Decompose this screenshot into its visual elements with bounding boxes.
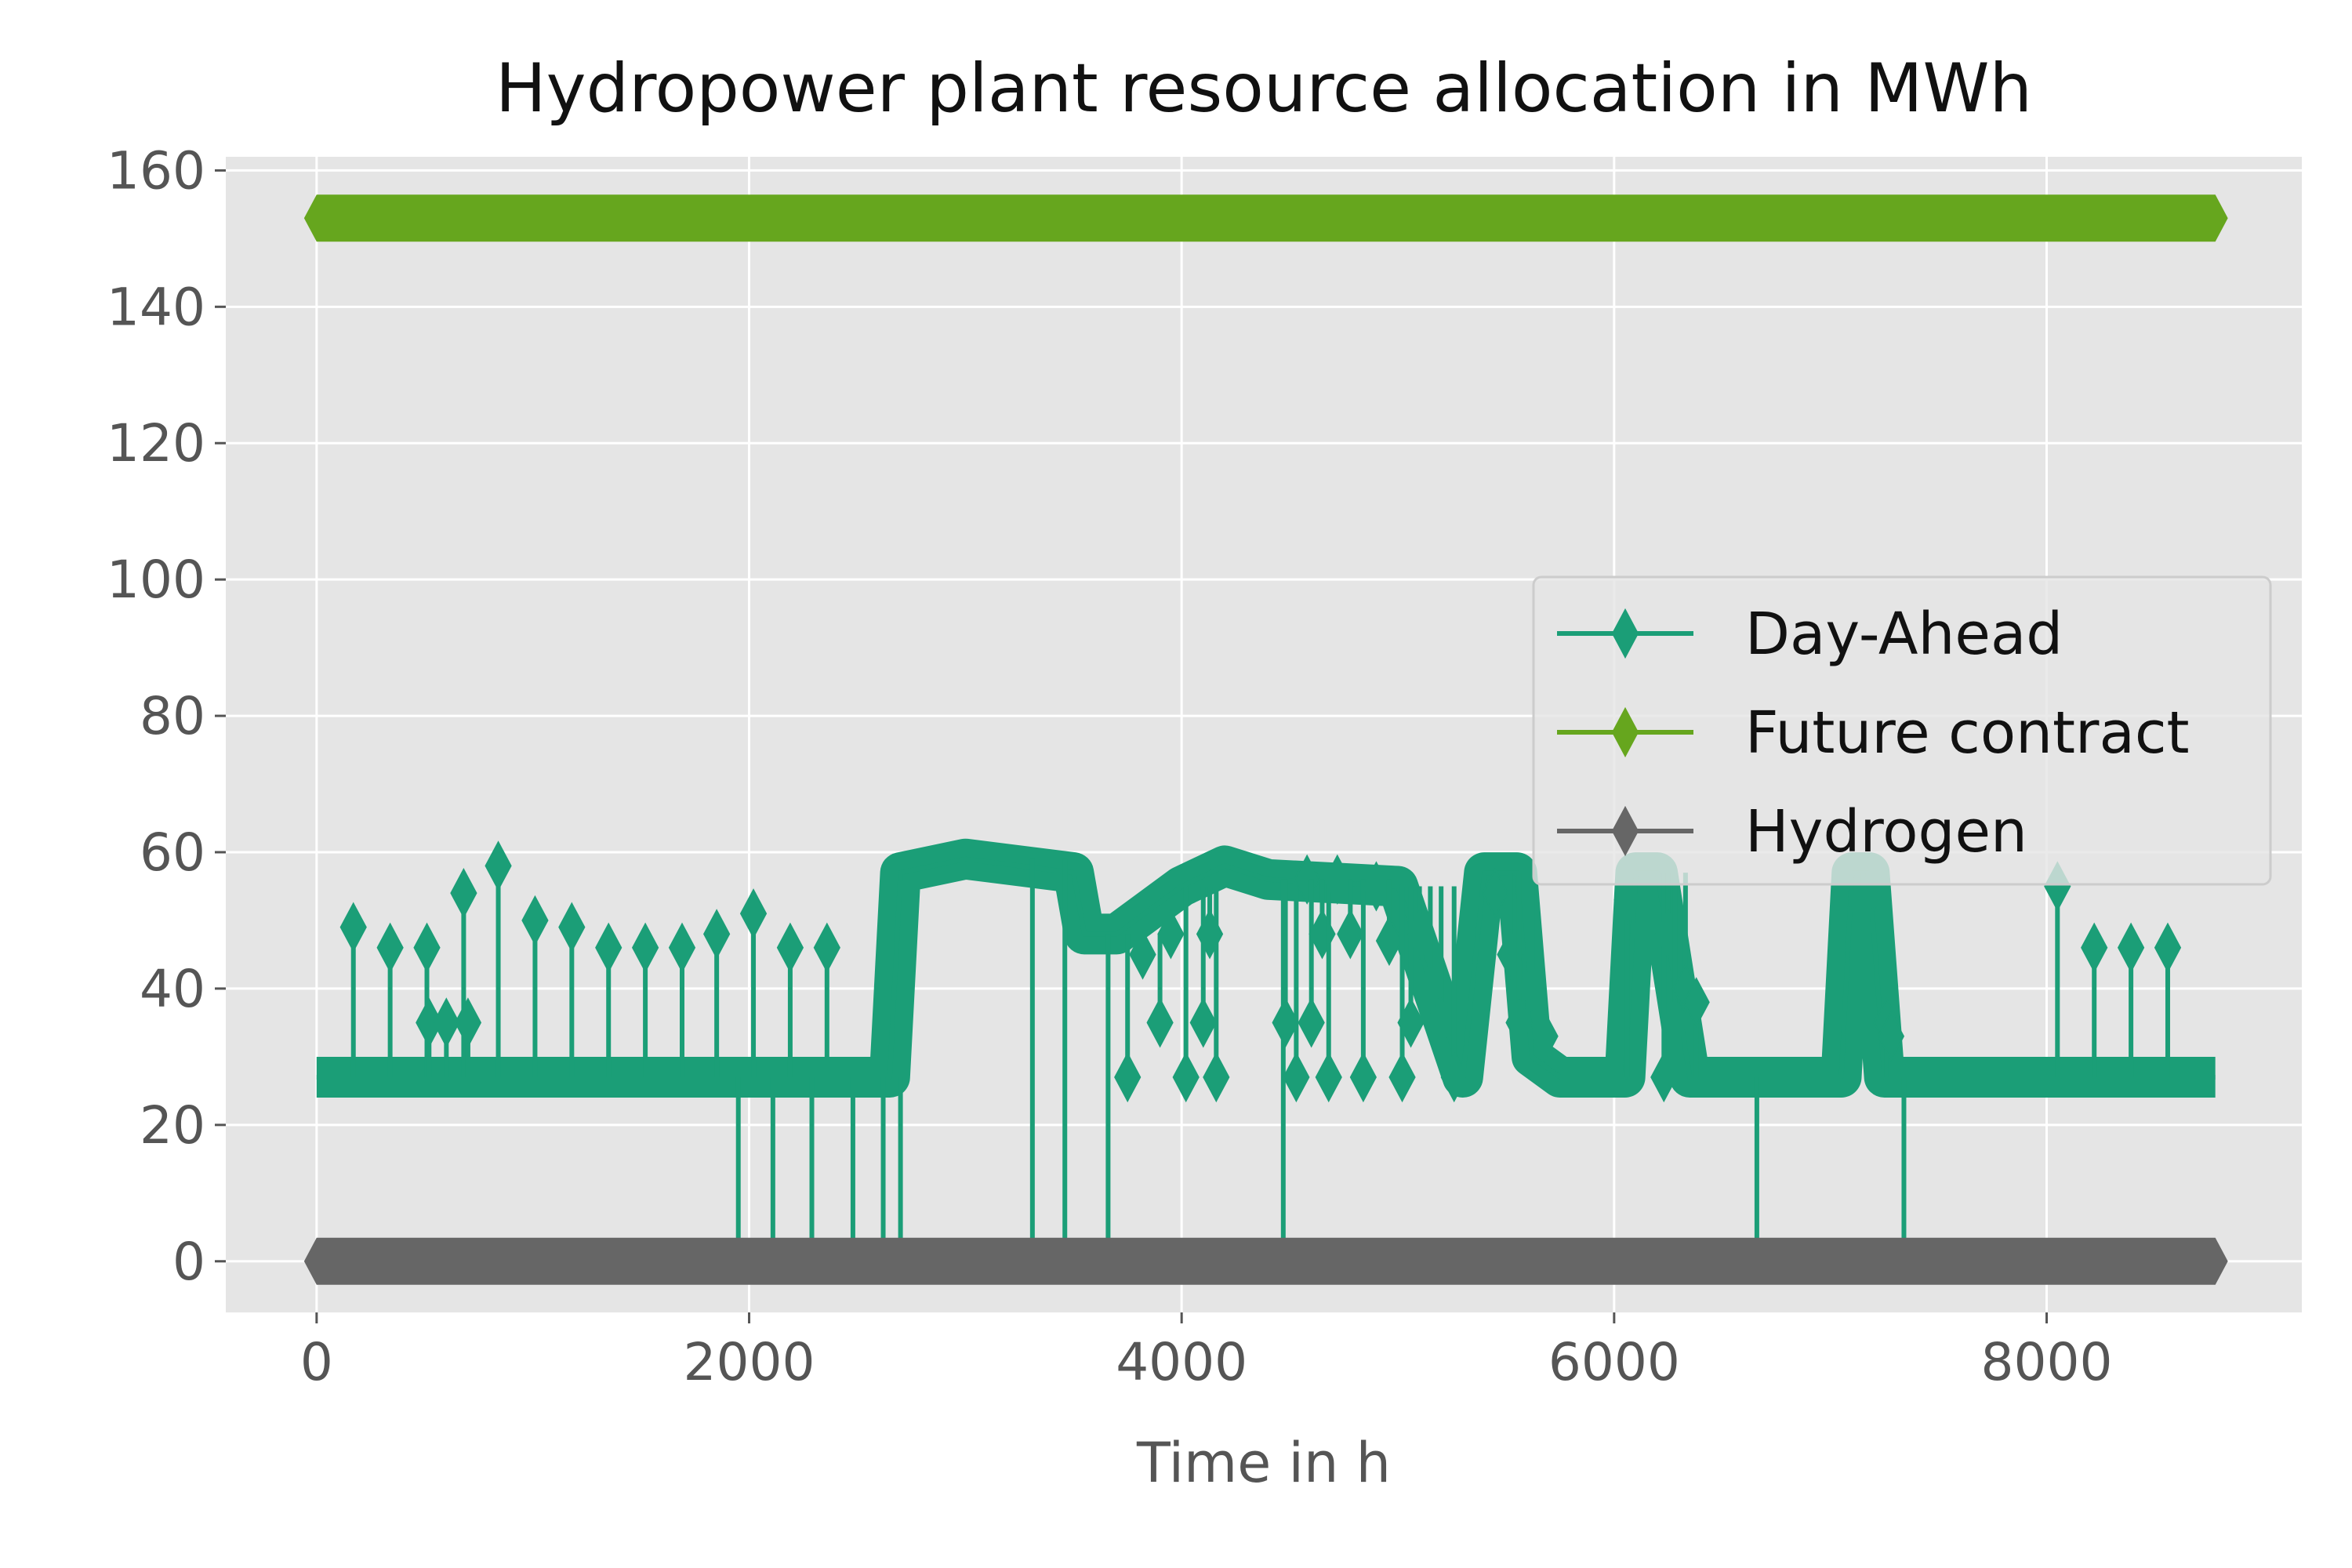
day-ahead-point (1440, 1051, 1468, 1103)
day-ahead-point (1363, 861, 1390, 912)
day-ahead-point (1172, 1051, 1200, 1103)
day-ahead-point (1482, 868, 1509, 919)
series-day-ahead (316, 838, 2216, 1261)
day-ahead-point (1613, 874, 1641, 926)
day-ahead-point (2117, 922, 2145, 973)
day-ahead-point (454, 997, 482, 1048)
day-ahead-point (1406, 909, 1433, 960)
day-ahead-point (1682, 977, 1710, 1028)
day-ahead-point (1272, 997, 1299, 1048)
day-ahead-point (433, 997, 460, 1048)
legend-label: Hydrogen (1745, 798, 2027, 866)
y-tick-label: 20 (140, 1095, 205, 1156)
legend-label: Future contract (1745, 699, 2190, 767)
day-ahead-point (558, 902, 586, 953)
day-ahead-point (1388, 1051, 1416, 1103)
y-tick-label: 80 (140, 686, 205, 746)
legend-label: Day-Ahead (1745, 601, 2063, 668)
day-ahead-point (1531, 1011, 1559, 1062)
legend-entry: Day-Ahead (1557, 601, 2063, 668)
y-tick-label: 40 (140, 959, 205, 1019)
series-hydrogen (303, 1237, 2228, 1285)
day-ahead-point (1323, 854, 1351, 905)
day-ahead-point (739, 888, 768, 939)
y-tick-label: 100 (107, 550, 205, 610)
day-ahead-point (1189, 997, 1217, 1048)
day-ahead-point (631, 922, 659, 973)
day-ahead-point (1157, 909, 1185, 960)
day-ahead-point (1146, 997, 1174, 1048)
day-ahead-point (1650, 1051, 1678, 1103)
day-ahead-point (668, 922, 696, 973)
day-ahead-line (316, 856, 2216, 1080)
x-tick-label: 0 (300, 1332, 333, 1392)
day-ahead-point (595, 922, 622, 973)
day-ahead-point (521, 895, 549, 946)
day-ahead-point (1203, 1051, 1230, 1103)
day-ahead-point (1129, 929, 1156, 980)
y-tick-label: 120 (107, 413, 205, 474)
day-ahead-point (376, 922, 404, 973)
day-ahead-point (703, 909, 731, 960)
x-tick-label: 2000 (684, 1332, 815, 1392)
day-ahead-point (1315, 1051, 1342, 1103)
day-ahead-point (1397, 997, 1425, 1048)
day-ahead-point (1661, 997, 1689, 1048)
chart-title: Hydropower plant resource allocation in … (495, 49, 2032, 128)
axis-ticks: 0 2000 4000 6000 8000 0 20 40 60 80 100 120 140 160 (107, 140, 2112, 1392)
day-ahead-point (485, 840, 512, 891)
day-ahead-point (339, 902, 367, 953)
legend-marker (1611, 608, 1639, 659)
y-tick-label: 140 (107, 277, 205, 337)
x-tick-label: 8000 (1981, 1332, 2113, 1392)
x-tick-label: 6000 (1548, 1332, 1680, 1392)
legend: Day-Ahead Future contract Hydrogen (1532, 575, 2272, 886)
day-ahead-point (1114, 1051, 1142, 1103)
day-ahead-point (1505, 997, 1533, 1048)
y-tick-label: 160 (107, 140, 205, 201)
legend-frame (1532, 575, 2272, 886)
day-ahead-point (1283, 1051, 1310, 1103)
legend-marker (1611, 706, 1639, 758)
day-ahead-point (776, 922, 804, 973)
x-tick-label: 4000 (1116, 1332, 1247, 1392)
day-ahead-point (1877, 1011, 1905, 1062)
day-ahead-point (2081, 922, 2108, 973)
day-ahead-point (1337, 909, 1364, 960)
legend-entry: Hydrogen (1557, 798, 2027, 866)
day-ahead-point (1417, 963, 1444, 1014)
legend-marker (1611, 805, 1639, 857)
day-ahead-point (413, 922, 441, 973)
day-ahead-point (813, 922, 840, 973)
x-axis-label: Time in h (1136, 1431, 1391, 1495)
series-future-contract (303, 194, 2228, 242)
day-ahead-point (1518, 963, 1546, 1014)
series-layer (303, 194, 2228, 1285)
day-ahead-point (1298, 997, 1325, 1048)
day-ahead-point (1349, 1051, 1377, 1103)
day-ahead-point (450, 868, 477, 919)
y-tick-label: 60 (140, 822, 205, 883)
day-ahead-point (1375, 915, 1403, 967)
day-ahead-point (1428, 997, 1455, 1048)
day-ahead-point (2154, 922, 2182, 973)
legend-entry: Future contract (1557, 699, 2190, 767)
y-tick-label: 0 (172, 1232, 205, 1292)
